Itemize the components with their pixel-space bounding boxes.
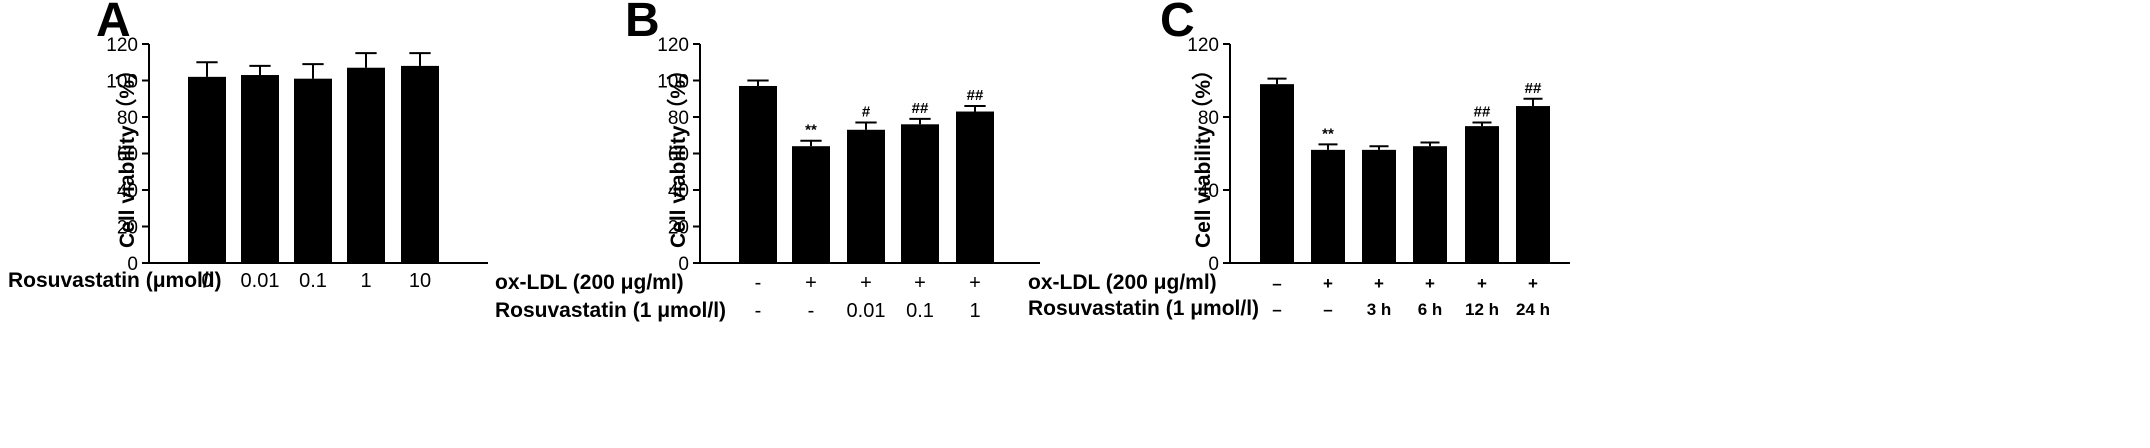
y-tick-label: 120 [657, 35, 689, 56]
y-tick-label: 120 [1187, 35, 1219, 56]
condition-value: + [914, 272, 926, 294]
condition-value: - [755, 300, 762, 322]
condition-value: + [969, 272, 981, 294]
condition-value: 0.1 [299, 270, 327, 292]
condition-label: Rosuvastatin (1 μmol/l) [495, 299, 726, 322]
bar [401, 65, 439, 264]
condition-value: + [1425, 274, 1435, 293]
bar [1311, 149, 1345, 263]
condition-value: 3 h [1367, 300, 1392, 319]
y-tick-label: 20 [117, 218, 138, 239]
bar [956, 111, 994, 264]
condition-value: 6 h [1418, 300, 1443, 319]
condition-value: 0.01 [847, 300, 886, 322]
bar [347, 67, 385, 263]
y-tick-label: 0 [678, 254, 689, 275]
bar [1413, 146, 1447, 263]
condition-value: + [1528, 274, 1538, 293]
condition-value: 12 h [1465, 300, 1499, 319]
y-tick-label: 80 [1198, 108, 1219, 129]
bar [739, 85, 777, 263]
condition-label: ox-LDL (200 μg/ml) [495, 271, 684, 294]
y-tick-label: 60 [117, 145, 138, 166]
y-tick-label: 100 [657, 72, 689, 93]
y-tick-label: 20 [668, 218, 689, 239]
condition-value: 0.1 [906, 300, 934, 322]
bar [241, 75, 279, 264]
bar [1260, 84, 1294, 264]
significance-label: ** [1322, 125, 1334, 142]
bar [792, 146, 830, 263]
bar [1516, 106, 1550, 263]
bar [188, 76, 226, 263]
condition-value: 0 [201, 270, 212, 292]
bar [294, 78, 332, 263]
significance-label: ## [967, 87, 984, 104]
condition-value: – [1272, 274, 1281, 293]
y-tick-label: 60 [668, 145, 689, 166]
significance-label: ## [1474, 103, 1491, 120]
condition-value: + [805, 272, 817, 294]
condition-value: + [1374, 274, 1384, 293]
condition-value: 10 [409, 270, 431, 292]
panel-c: C Cell viability （%） 0 40 80 120 ** ## ## ox-LDL … [1028, 0, 1570, 320]
condition-value: – [1272, 300, 1281, 319]
condition-value: - [755, 272, 762, 294]
bar [1465, 126, 1499, 263]
condition-value: + [860, 272, 872, 294]
panel-letter: A [96, 0, 131, 47]
panel-letter: B [625, 0, 660, 47]
condition-value: + [1477, 274, 1487, 293]
condition-value: - [808, 300, 815, 322]
significance-label: # [862, 103, 871, 120]
condition-value: 24 h [1516, 300, 1550, 319]
y-axis-label: Cell viability （%） [666, 59, 690, 248]
condition-label: Rosuvastatin (1 μmol/l) [1028, 297, 1259, 320]
y-tick-label: 100 [106, 72, 138, 93]
condition-label: Rosuvastatin (μmol/l) [8, 269, 222, 292]
significance-label: ## [912, 100, 929, 117]
y-tick-label: 120 [106, 35, 138, 56]
y-tick-label: 0 [1208, 254, 1219, 275]
y-tick-label: 80 [117, 108, 138, 129]
bar [901, 124, 939, 263]
condition-value: – [1323, 300, 1332, 319]
y-tick-label: 80 [668, 108, 689, 129]
condition-label: ox-LDL (200 μg/ml) [1028, 271, 1217, 294]
condition-value: 0.01 [241, 270, 280, 292]
panel-letter: C [1160, 0, 1195, 47]
significance-label: ** [805, 122, 817, 139]
y-tick-label: 40 [117, 181, 138, 202]
y-tick-label: 0 [127, 254, 138, 275]
y-axis-label: Cell viability （%） [1191, 59, 1215, 248]
bar [847, 129, 885, 263]
significance-label: ## [1525, 80, 1542, 97]
bar [1362, 149, 1396, 263]
y-tick-label: 40 [668, 181, 689, 202]
y-axis-label: Cell viability （%） [115, 59, 139, 248]
y-tick-label: 40 [1198, 181, 1219, 202]
condition-value: + [1323, 274, 1333, 293]
condition-value: 1 [969, 300, 980, 322]
condition-value: 1 [360, 270, 371, 292]
